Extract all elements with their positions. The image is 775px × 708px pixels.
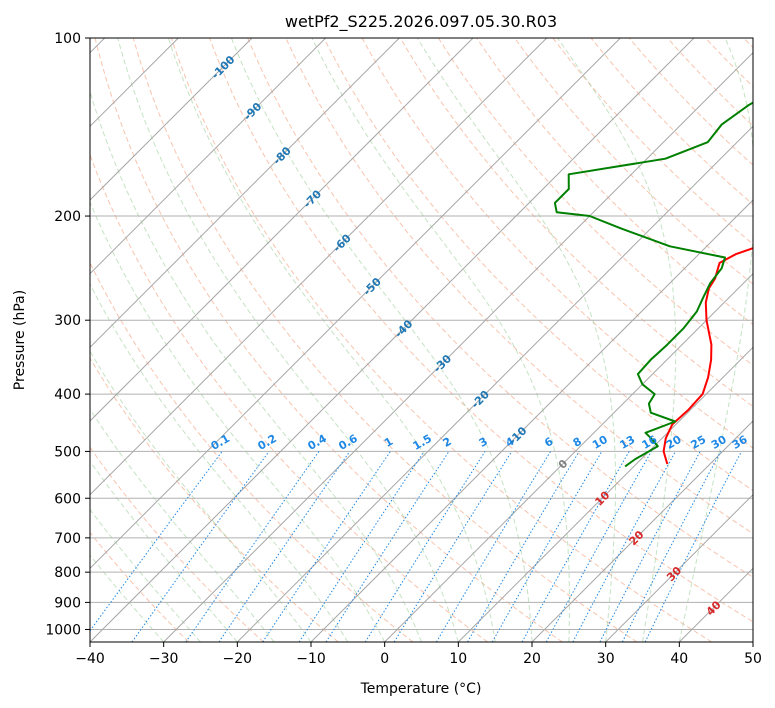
grid-layer <box>90 38 753 642</box>
isotherm-gridline <box>90 38 400 349</box>
mixing-ratio-line <box>572 451 676 642</box>
y-tick-label: 500 <box>54 444 81 460</box>
mixing-ratio-line <box>364 451 486 642</box>
x-axis-label: Temperature (°C) <box>360 681 482 697</box>
y-tick-label: 700 <box>54 531 81 547</box>
isotherm-gridline <box>90 38 474 422</box>
mixing-ratio-line <box>325 451 450 642</box>
isotherm-gridline <box>531 420 753 642</box>
moist-adiabat-line <box>167 38 496 642</box>
dry-adiabat-line <box>94 38 563 642</box>
chart-title: wetPf2_S225.2026.097.05.30.R03 <box>285 12 557 32</box>
y-tick-label: 600 <box>54 491 81 507</box>
dry-adiabat-line <box>399 38 753 408</box>
dry-adiabat-line <box>90 531 190 642</box>
dry-adiabat-line <box>514 38 753 285</box>
isotherm-gridline <box>236 125 753 642</box>
series-layer <box>553 101 753 468</box>
isotherm-gridline <box>310 199 753 642</box>
moist-adiabat-line <box>416 38 616 642</box>
x-tick-label: −10 <box>296 651 326 667</box>
moist-adiabat-line <box>90 460 238 642</box>
x-tick-label: −40 <box>75 651 105 667</box>
mixing-ratio-line <box>393 451 513 642</box>
y-tick-label: 1000 <box>45 623 81 639</box>
dry-adiabat-line <box>247 38 753 578</box>
mixing-ratio-line <box>644 451 742 642</box>
x-tick-label: 10 <box>449 651 467 667</box>
y-tick-label: 900 <box>54 595 81 611</box>
y-tick-label: 300 <box>54 313 81 329</box>
x-tick-label: −20 <box>223 651 253 667</box>
mixing-ratio-line <box>131 451 270 642</box>
x-tick-label: −30 <box>149 651 179 667</box>
y-tick-label: 800 <box>54 565 81 581</box>
moist-adiabat-line <box>90 201 386 642</box>
dry-adiabat-line <box>170 38 712 642</box>
isotherm-gridline <box>457 346 753 642</box>
y-axis-label: Pressure (hPa) <box>12 290 28 390</box>
dry-adiabat-line <box>90 153 488 642</box>
x-tick-label: 0 <box>380 651 389 667</box>
mixing-ratio-line <box>185 451 320 642</box>
y-tick-label: 200 <box>54 209 81 225</box>
moist-adiabat-line <box>311 38 570 642</box>
isotherm-gridline <box>90 38 327 275</box>
mixing-ratio-line <box>435 451 552 642</box>
isotherm-gridline <box>384 272 753 642</box>
moist-adiabat-line <box>90 408 275 642</box>
isotherm-gridline <box>90 38 253 201</box>
plot-frame <box>89 37 754 643</box>
mixing-ratio-line <box>521 451 630 642</box>
x-tick-label: 40 <box>670 651 688 667</box>
temperature-profile-line <box>662 247 753 465</box>
dry-adiabat-line <box>132 38 638 642</box>
isotherm-gridline <box>605 493 753 642</box>
axis-ticks: −40 −30 −20 −10 0 10 20 30 40 50 1000 900 800 700 600 5… <box>45 31 762 667</box>
moist-adiabat-line <box>117 38 459 642</box>
mixing-ratio-line <box>298 451 425 642</box>
x-tick-label: 20 <box>523 651 541 667</box>
x-tick-label: 30 <box>597 651 615 667</box>
isotherm-gridline <box>90 38 621 570</box>
mixing-ratio-line <box>262 451 391 642</box>
dewpoint-profile-line <box>553 101 753 468</box>
isotherm-gridline <box>90 38 548 496</box>
y-tick-label: 400 <box>54 387 81 403</box>
dry-adiabat-line <box>90 357 339 642</box>
moist-adiabat-line <box>90 283 349 642</box>
dry-adiabat-line <box>209 38 753 623</box>
y-tick-label: 100 <box>54 31 81 47</box>
x-tick-label: 50 <box>744 651 762 667</box>
moist-adiabat-line <box>557 38 677 642</box>
moist-adiabat-line <box>230 38 533 642</box>
mixing-ratio-line <box>599 451 701 642</box>
mixing-ratio-line <box>90 451 223 632</box>
mixing-ratio-line <box>218 451 351 642</box>
isotherm-gridline <box>90 38 695 642</box>
mixing-ratio-line <box>621 451 722 642</box>
dry-adiabat-line <box>323 38 753 492</box>
isotherm-gridline <box>163 51 753 642</box>
moist-adiabat-line <box>678 38 753 642</box>
dry-adiabat-line <box>437 38 753 366</box>
mixing-ratio-line <box>545 451 652 642</box>
dry-adiabat-line <box>90 446 264 642</box>
